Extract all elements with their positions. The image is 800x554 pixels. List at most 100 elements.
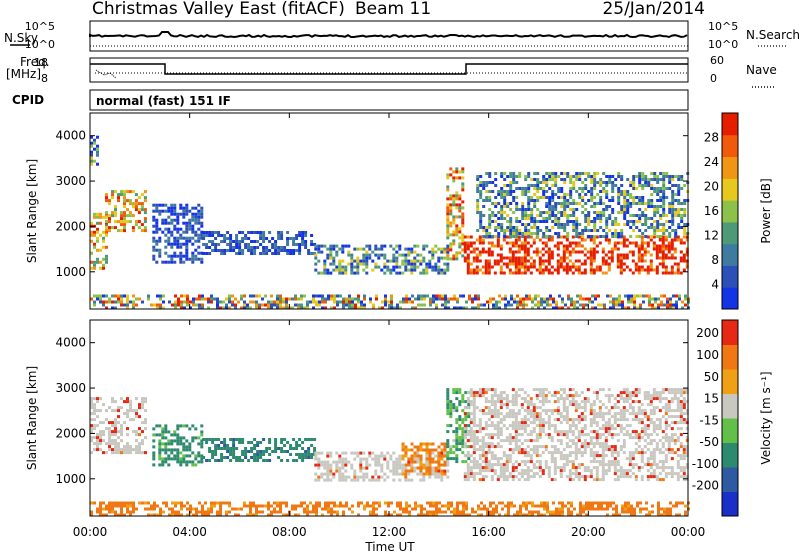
heat-cell-region-6 [529,412,533,416]
heat-cell-region-8 [617,235,621,238]
heat-cell-region-8 [545,181,549,184]
heat-cell-region-3 [356,475,360,479]
heat-cell-region-3 [353,478,357,482]
heat-cell-region-6 [604,445,608,449]
heat-cell-region-6 [481,439,485,443]
heat-cell-region-8 [500,214,504,217]
heat-cell-region-5 [446,439,450,443]
heat-cell-region-6 [472,391,476,395]
heat-cell-region-8 [650,223,654,226]
heat-cell-region-5 [320,244,324,248]
heat-cell-region-3 [353,472,357,476]
heat-cell-region-6 [517,409,521,413]
heat-cell-region-9 [396,303,399,307]
heat-cell-region-9 [120,303,123,307]
heat-cell-region-6 [640,460,644,464]
heat-cell-region-6 [592,436,596,440]
heat-cell-region-6 [550,412,554,416]
heat-cell-region-8 [584,214,588,217]
heat-cell-region-8 [662,226,666,229]
heat-cell-region-9 [180,303,183,307]
heat-cell-region-6 [556,400,560,404]
heat-cell-region-7 [640,268,644,272]
heat-cell-region-3 [179,260,183,264]
heat-cell-region-7 [580,262,584,266]
heat-cell-region-6 [679,457,683,461]
heat-cell-region-9 [594,306,597,310]
heat-cell-region-8 [587,199,591,202]
heat-cell-region-8 [638,178,642,181]
heat-cell-region-6 [455,206,459,210]
heat-cell-region-7 [544,244,548,248]
heat-cell-region-6 [478,439,482,443]
heat-cell-region-0 [90,400,93,404]
heat-cell-region-8 [518,229,522,232]
heat-cell-region-9 [351,303,354,307]
heat-cell-region-1 [123,193,126,197]
heat-cell-region-5 [371,259,375,263]
heat-cell-region-6 [544,412,548,416]
heat-cell-region-1 [161,463,165,467]
heat-cell-region-7 [664,235,668,239]
heat-cell-region-8 [611,196,615,199]
heat-cell-region-8 [488,214,492,217]
heat-cell-region-6 [529,415,533,419]
heat-cell-region-4 [298,231,302,234]
heat-cell-region-7 [640,256,644,260]
heat-cell-region-1 [176,439,180,443]
heat-cell-region-6 [559,451,563,455]
heat-cell-region-6 [676,409,680,413]
heat-cell-region-0 [105,451,108,455]
heat-cell-region-8 [506,229,510,232]
heat-cell-region-6 [589,430,593,434]
heat-cell-region-6 [664,439,668,443]
heat-cell-region-3 [173,239,177,243]
heat-cell-region-2 [268,441,272,444]
heat-cell-region-3 [395,463,399,467]
heat-cell-region-6 [559,397,563,401]
heat-cell-region-5 [467,445,471,449]
heat-cell-region-3 [368,463,372,467]
heat-cell-region-4 [437,451,441,455]
heat-cell-region-7 [646,265,650,269]
heat-cell-region-5 [419,271,423,275]
heat-cell-region-9 [252,294,255,298]
heat-cell-region-8 [611,220,615,223]
heat-cell-region-6 [481,451,485,455]
heat-cell-region-2 [90,159,93,163]
heat-cell-region-5 [446,394,450,398]
heat-cell-region-8 [659,172,663,175]
heat-cell-region-3 [200,251,204,255]
heat-cell-region-4 [428,466,432,470]
heat-cell-region-9 [330,306,333,310]
heat-cell-region-8 [581,190,585,193]
heat-cell-region-3 [185,242,189,246]
heat-cell-region-5 [398,265,402,269]
heat-cell-region-8 [476,208,480,211]
heat-cell-region-7 [496,262,500,266]
heat-cell-region-6 [622,409,626,413]
heat-cell-region-9 [294,297,297,301]
heat-cell-region-8 [494,229,498,232]
heat-cell-region-1 [167,463,171,467]
heat-cell-region-6 [458,245,462,249]
heat-cell-region-5 [458,388,462,392]
heat-cell-region-6 [655,391,659,395]
heat-cell-region-6 [658,478,662,482]
heat-cell-region-9 [648,300,651,304]
heat-cell-region-9 [300,306,303,310]
heat-cell-region-6 [568,400,572,404]
heat-cell-region-6 [589,442,593,446]
heat-cell-region-6 [565,442,569,446]
heat-cell-region-0 [129,451,132,455]
heat-cell-region-6 [458,242,462,246]
heat-cell-region-8 [656,193,660,196]
heat-cell-region-8 [662,232,666,235]
heat-cell-region-9 [435,303,438,307]
heat-cell-region-8 [659,187,663,190]
heat-cell-region-3 [194,221,198,225]
heat-cell-region-3 [377,457,381,461]
heat-cell-region-9 [444,300,447,304]
heat-cell-region-4 [440,463,444,467]
heat-cell-region-8 [563,181,567,184]
